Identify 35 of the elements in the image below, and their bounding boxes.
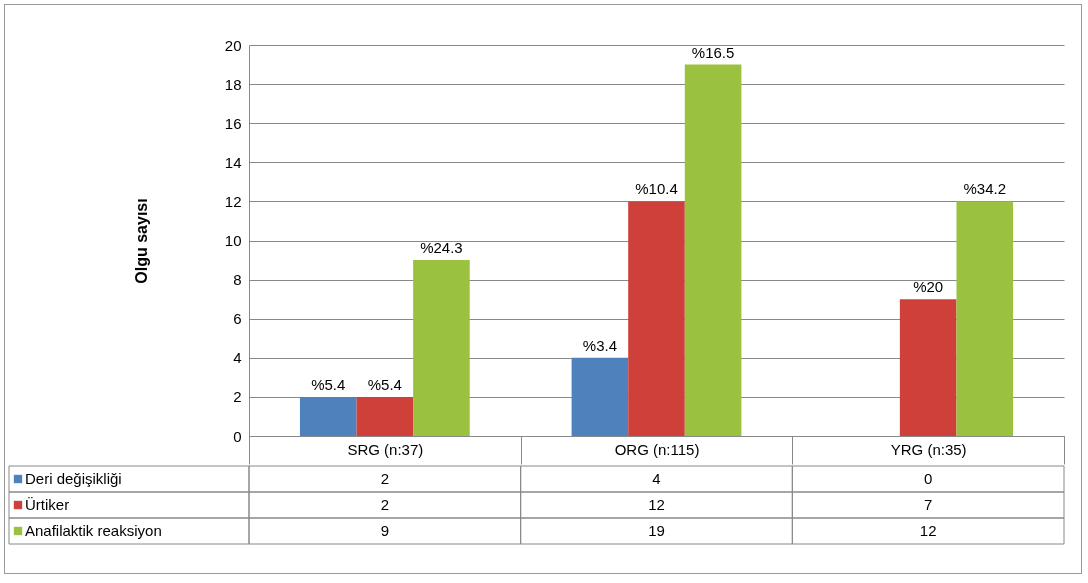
data-label: 4 (652, 470, 661, 487)
legend-label: Deri değişikliği (25, 470, 122, 487)
y-tick-label: 6 (233, 310, 242, 328)
x-tick-label: SRG (n:37) (347, 440, 424, 458)
data-label: 12 (919, 522, 937, 539)
y-tick-label: 8 (233, 271, 242, 289)
data-label: 0 (923, 470, 933, 487)
annotation: %5.4 (311, 375, 346, 393)
legend-label: Anafilaktik reaksiyon (25, 522, 162, 539)
x-tick-label: YRG (n:35) (890, 440, 967, 458)
y-axis-title: Olgu sayısı (132, 198, 150, 284)
annotation: %24.3 (420, 239, 463, 257)
data-label: 19 (648, 522, 665, 539)
y-tick-label: 10 (224, 232, 242, 249)
y-tick-label: 2 (233, 388, 242, 406)
data-label: 12 (648, 496, 665, 513)
data-label: 9 (380, 522, 390, 539)
annotation: %16.5 (691, 43, 735, 61)
y-tick-label: 4 (233, 349, 242, 367)
legend-label: Ürtiker (25, 496, 70, 513)
annotation: %5.4 (367, 375, 402, 393)
annotation: %3.4 (582, 336, 617, 354)
y-tick-label: 0 (233, 427, 242, 445)
annotation: %34.2 (963, 180, 1007, 198)
y-tick-label: 16 (224, 114, 242, 132)
y-tick-label: 14 (224, 153, 242, 171)
annotation: %20 (913, 278, 944, 296)
y-tick-label: 20 (224, 36, 242, 54)
y-tick-label: 12 (224, 192, 242, 210)
annotation: %10.4 (635, 180, 678, 198)
data-label: 2 (380, 496, 390, 513)
x-tick-label: ORG (n:115) (614, 440, 700, 458)
y-tick-label: 18 (224, 75, 242, 93)
data-label: 7 (923, 496, 933, 513)
data-label: 2 (380, 470, 390, 487)
